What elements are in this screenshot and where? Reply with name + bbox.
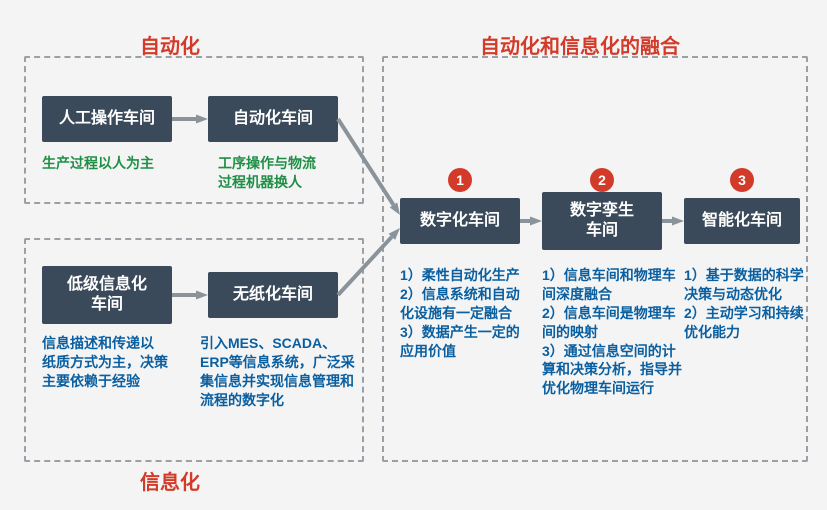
caption-c2: 1）信息车间和物理车 间深度融合 2）信息车间是物理车 间的映射 3）通过信息空…	[542, 266, 702, 398]
node-paperless-workshop: 无纸化车间	[208, 272, 338, 318]
caption-a2: 工序操作与物流 过程机器换人	[218, 154, 368, 192]
badge-1: 1	[448, 168, 472, 192]
caption-b1: 信息描述和传递以 纸质方式为主，决策 主要依赖于经验	[42, 334, 202, 391]
node-manual-workshop: 人工操作车间	[42, 96, 172, 142]
region-title-information: 信息化	[140, 466, 200, 495]
badge-2: 2	[590, 168, 614, 192]
caption-b2: 引入MES、SCADA、 ERP等信息系统，广泛采 集信息并实现信息管理和 流程…	[200, 334, 380, 410]
region-fusion	[382, 56, 808, 462]
node-intelligent-workshop: 智能化车间	[684, 198, 800, 244]
node-automated-workshop: 自动化车间	[208, 96, 338, 142]
region-title-fusion: 自动化和信息化的融合	[480, 30, 680, 59]
badge-3: 3	[730, 168, 754, 192]
node-digital-workshop: 数字化车间	[400, 198, 520, 244]
caption-c3: 1）基于数据的科学 决策与动态优化 2）主动学习和持续 优化能力	[684, 266, 827, 342]
diagram-canvas: 自动化 信息化 自动化和信息化的融合 人工操作车间 自动化车间 低级信息化 车间…	[0, 0, 827, 510]
region-title-automation: 自动化	[140, 30, 200, 59]
node-digitaltwin-workshop: 数字孪生 车间	[542, 192, 662, 250]
caption-a1: 生产过程以人为主	[42, 154, 192, 173]
node-lowinfo-workshop: 低级信息化 车间	[42, 266, 172, 324]
caption-c1: 1）柔性自动化生产 2）信息系统和自动 化设施有一定融合 3）数据产生一定的 应…	[400, 266, 550, 360]
